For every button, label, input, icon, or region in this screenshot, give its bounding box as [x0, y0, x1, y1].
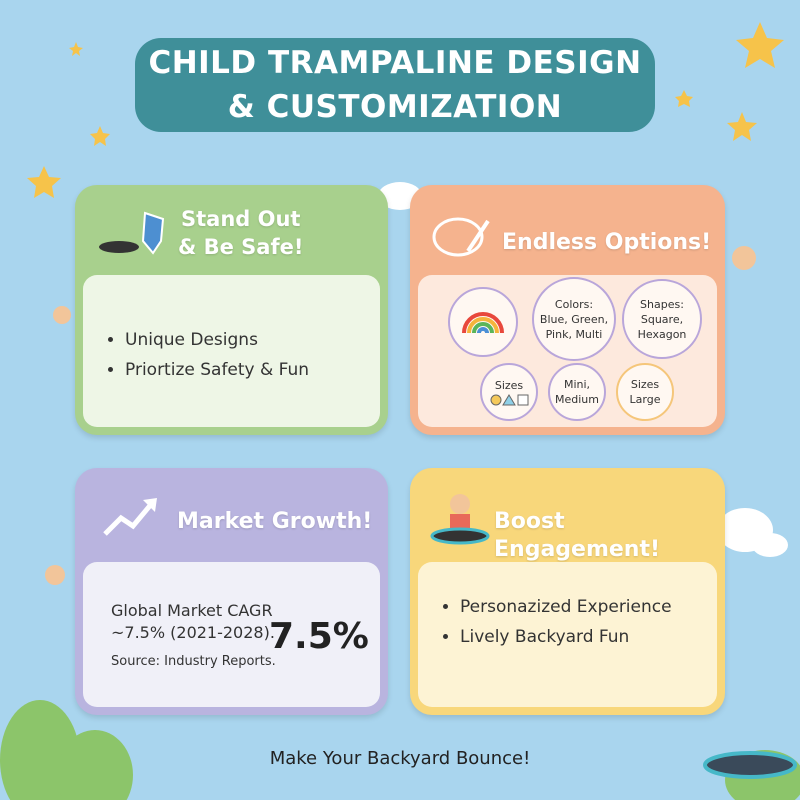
- title: CHILD TRAMPALINE DESIGN & CUSTOMIZATION: [135, 38, 655, 132]
- source: Source: Industry Reports.: [111, 654, 276, 669]
- option: Shapes: Square, Hexagon: [622, 279, 702, 359]
- card-heading: Endless Options!: [502, 229, 711, 257]
- card: Stand Out & Be Safe! Unique Designs Prio…: [75, 185, 388, 435]
- rainbow-option: [448, 287, 518, 357]
- option: Sizes: [480, 363, 538, 421]
- bullet: Lively Backyard Fun: [460, 622, 717, 652]
- heading-line: Stand Out: [180, 207, 301, 231]
- shape-icons: [490, 393, 529, 405]
- card-body: Unique Designs Priortize Safety & Fun: [83, 275, 380, 427]
- option-line: Square,: [640, 312, 684, 326]
- icon: [432, 217, 490, 257]
- icon: [99, 211, 165, 255]
- heading-line: Endless Options!: [502, 230, 712, 255]
- text-line: ~7.5% (2021-2028).: [111, 623, 275, 642]
- card-body: Global Market CAGR ~7.5% (2021-2028). 7.…: [83, 562, 380, 707]
- market-text: Global Market CAGR ~7.5% (2021-2028).: [111, 600, 275, 644]
- card-body: Colors: Blue, Green, Pink, Multi Shapes:…: [418, 275, 717, 427]
- option-line: Sizes: [630, 378, 660, 391]
- option-line: Colors:: [554, 297, 594, 311]
- heading-line: Boost Engagement!: [494, 509, 661, 562]
- heading-line: & Be Safe!: [178, 235, 304, 259]
- option-line: Medium: [555, 393, 599, 406]
- text-line: Global Market CAGR: [111, 601, 273, 620]
- option-line: Blue, Green,: [539, 312, 609, 326]
- option-line: Hexagon: [637, 327, 687, 341]
- option-line: Pink, Multi: [545, 327, 603, 341]
- rainbow: [462, 312, 504, 334]
- option-line: Shapes:: [640, 297, 684, 311]
- card-heading: Market Growth!: [177, 508, 372, 536]
- card: Boost Engagement! Personazized Experienc…: [410, 468, 725, 715]
- bullet: Unique Designs: [125, 325, 380, 355]
- option-line: Sizes: [494, 378, 524, 392]
- bullet: Priortize Safety & Fun: [125, 355, 380, 385]
- icon: [103, 498, 157, 536]
- title-line: & CUSTOMIZATION: [227, 89, 563, 125]
- icon: [430, 494, 490, 545]
- card: Market Growth! Global Market CAGR ~7.5% …: [75, 468, 388, 715]
- card-body: Personazized Experience Lively Backyard …: [418, 562, 717, 707]
- title-line: CHILD TRAMPALINE DESIGN: [148, 45, 642, 81]
- option-line: Mini,: [563, 378, 591, 391]
- option: Mini, Medium: [548, 363, 606, 421]
- heading-line: Market Growth!: [177, 509, 373, 534]
- card: Endless Options! Colors: Blue, Green, Pi…: [410, 185, 725, 435]
- card-heading: Boost Engagement!: [494, 508, 725, 564]
- bullet: Personazized Experience: [460, 592, 717, 622]
- option: Sizes Large: [616, 363, 674, 421]
- option-line: Large: [629, 393, 661, 406]
- card-heading: Stand Out & Be Safe!: [178, 205, 303, 261]
- tagline: Make Your Backyard Bounce!: [269, 748, 531, 769]
- option: Colors: Blue, Green, Pink, Multi: [532, 277, 616, 361]
- highlight: 7.5%: [269, 616, 369, 657]
